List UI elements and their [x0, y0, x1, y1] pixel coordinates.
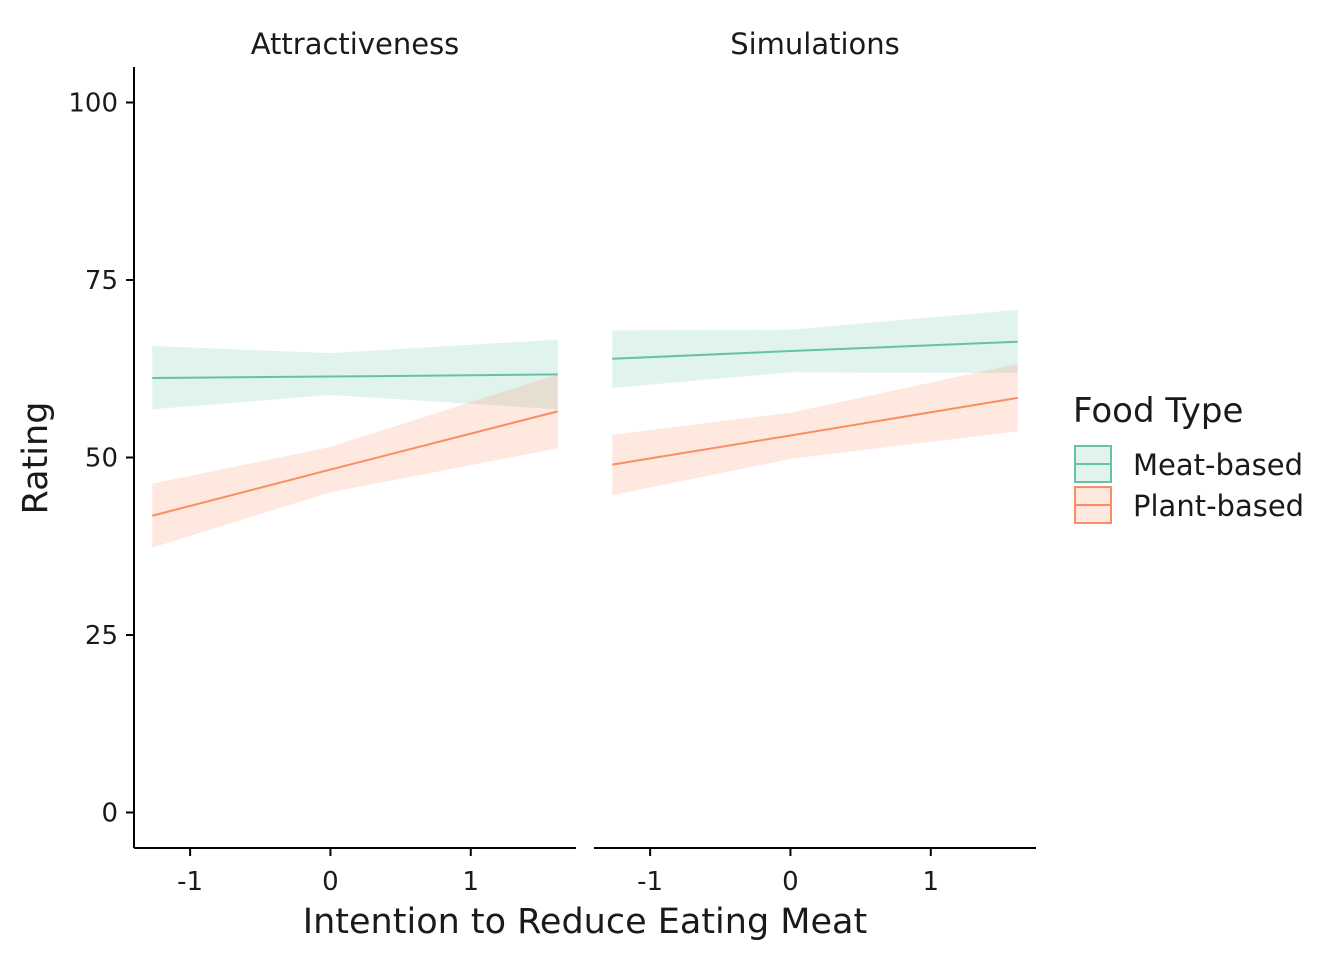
ci-band-plant-based — [612, 363, 1018, 496]
panel-attractiveness: Attractiveness 0 25 50 75 100 -1 0 1 — [68, 27, 576, 897]
y-tick-label: 25 — [85, 621, 118, 651]
y-axis: 0 25 50 75 100 — [68, 67, 135, 848]
ci-band-meat-based — [152, 339, 558, 410]
x-tick-label: -1 — [637, 867, 663, 897]
y-tick-label: 75 — [85, 266, 118, 296]
fit-line-plant-based — [612, 396, 1018, 466]
legend-label-plant-based: Plant-based — [1133, 489, 1304, 523]
y-tick-label: 50 — [85, 444, 118, 474]
x-tick-label: 1 — [462, 867, 479, 897]
fit-line-meat-based — [612, 340, 1018, 360]
fit-lines — [612, 340, 1018, 466]
ci-band-meat-based — [612, 309, 1018, 388]
y-axis-title: Rating — [16, 402, 56, 515]
x-axis-title: Intention to Reduce Eating Meat — [303, 902, 867, 942]
fit-line-plant-based — [151, 410, 559, 517]
x-axis-panel-1: -1 0 1 — [134, 847, 576, 897]
panel-title-simulations: Simulations — [730, 27, 900, 61]
fit-line-meat-based — [152, 373, 558, 379]
x-tick-label: 0 — [322, 867, 339, 897]
legend: Food Type Meat-based Plant-based — [1073, 391, 1304, 524]
panel-title-attractiveness: Attractiveness — [251, 27, 460, 61]
x-tick-label: 1 — [922, 867, 939, 897]
x-axis-panel-2: -1 0 1 — [594, 847, 1036, 897]
x-tick-label: 0 — [782, 867, 799, 897]
panel-simulations: Simulations -1 0 1 — [594, 27, 1036, 897]
legend-entries: Meat-based Plant-based — [1074, 445, 1304, 524]
y-tick-label: 100 — [68, 89, 118, 119]
fit-lines — [151, 373, 559, 517]
y-tick-label: 0 — [101, 799, 118, 829]
ci-band-plant-based — [152, 374, 558, 548]
legend-label-meat-based: Meat-based — [1133, 448, 1303, 482]
x-tick-label: -1 — [177, 867, 203, 897]
confidence-bands — [612, 309, 1018, 496]
confidence-bands — [152, 339, 558, 548]
legend-title: Food Type — [1073, 391, 1243, 431]
